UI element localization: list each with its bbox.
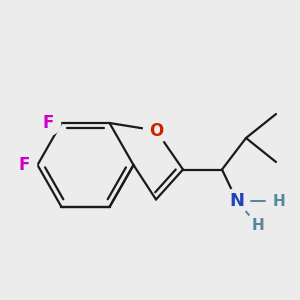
Circle shape [266, 188, 292, 214]
Text: N: N [230, 192, 244, 210]
Circle shape [224, 188, 250, 214]
Text: O: O [149, 122, 163, 140]
Circle shape [35, 110, 61, 136]
Circle shape [11, 152, 37, 178]
Circle shape [245, 213, 271, 238]
Text: F: F [42, 114, 54, 132]
Text: H: H [273, 194, 285, 208]
Text: F: F [18, 156, 30, 174]
Text: H: H [252, 218, 264, 233]
Circle shape [143, 118, 169, 143]
